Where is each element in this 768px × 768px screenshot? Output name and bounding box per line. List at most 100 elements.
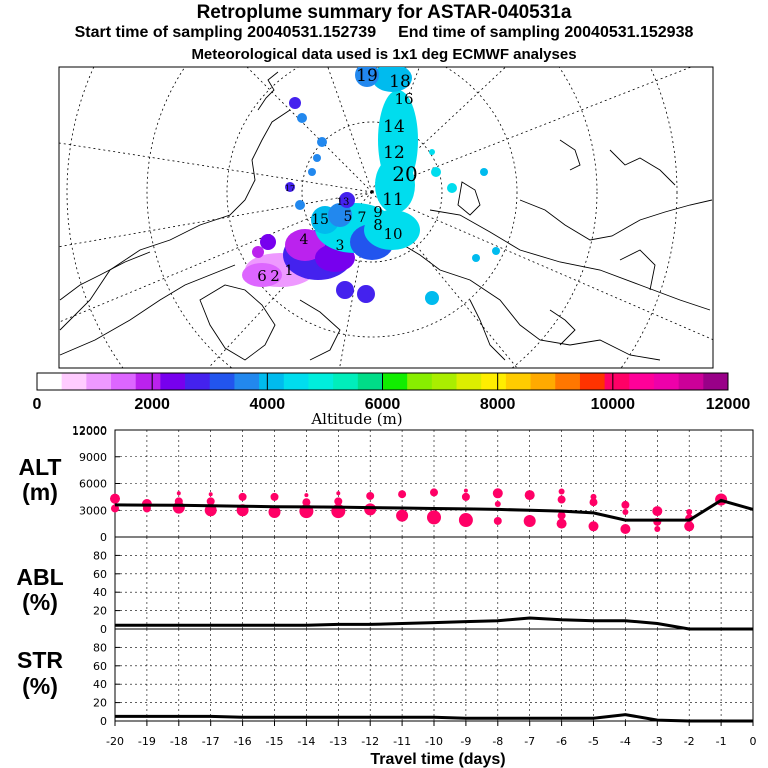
scatter-point bbox=[206, 497, 215, 506]
scatter-point bbox=[557, 511, 566, 520]
scatter-point bbox=[430, 488, 438, 497]
scatter-point bbox=[110, 493, 120, 504]
scatter-point bbox=[396, 509, 409, 522]
colorbar-swatch bbox=[111, 373, 137, 390]
alt-ylabel-line2: (m) bbox=[22, 479, 58, 505]
plume-marker bbox=[328, 203, 352, 227]
colorbar-swatch bbox=[185, 373, 211, 390]
str-yticks: 0 20 40 60 80 bbox=[93, 641, 120, 728]
marker-label: 19 bbox=[356, 66, 378, 86]
plume-marker bbox=[260, 234, 276, 250]
colorbar-swatch bbox=[703, 373, 729, 390]
scatter-point bbox=[461, 492, 470, 501]
x-axis-ticks: -20 -19 -18 -17 -16 -15 -14 -13 -12 -11 -10 -9 -8 -7-… bbox=[106, 721, 757, 748]
scatter-point bbox=[492, 488, 503, 499]
colorbar-swatch bbox=[86, 373, 112, 390]
x-tick-label: -1 bbox=[716, 735, 727, 748]
alt-ylabel-line1: ALT bbox=[18, 454, 61, 480]
x-tick-label: -18 bbox=[170, 735, 188, 748]
y-tick-label: 80 bbox=[93, 549, 107, 562]
plume-marker bbox=[308, 168, 316, 176]
plume-marker bbox=[357, 285, 375, 303]
x-tick-label: -8 bbox=[492, 735, 503, 748]
x-tick-label: -4 bbox=[620, 735, 631, 748]
y-tick-label: 3000 bbox=[79, 504, 107, 517]
colorbar-swatch bbox=[209, 373, 235, 390]
abl-ylabel-line2: (%) bbox=[22, 589, 58, 615]
marker-label: 9 bbox=[373, 203, 383, 221]
colorbar-tick-label: 0 bbox=[33, 396, 42, 413]
y-tick-label: 20 bbox=[93, 605, 107, 618]
y-tick-label: 6000 bbox=[79, 478, 107, 491]
colorbar-swatch bbox=[456, 373, 482, 390]
abl-panel: ABL (%) 0 20 40 60 80 bbox=[16, 536, 754, 636]
marker-label: 13 bbox=[337, 197, 350, 208]
x-tick-label: -12 bbox=[361, 735, 379, 748]
plume-marker bbox=[317, 137, 327, 147]
plume-marker bbox=[429, 149, 435, 155]
end-time-label: End time of sampling 20040531.152938 bbox=[398, 24, 694, 41]
marker-label: 7 bbox=[358, 210, 367, 226]
str-ylabel-line1: STR bbox=[17, 647, 63, 673]
start-time-label: Start time of sampling 20040531.152739 bbox=[74, 24, 377, 41]
plume-marker bbox=[447, 183, 457, 193]
y-tick-label: 12000 bbox=[72, 424, 107, 437]
colorbar-tick-label: 10000 bbox=[591, 396, 636, 413]
scatter-point bbox=[427, 510, 441, 525]
marker-labels: 19 18 16 14 12 20 11 10 9 8 7 6 5 4 3 2 … bbox=[257, 66, 418, 285]
colorbar: 0 2000 4000 6000 8000 10000 12000 Altitude (m) bbox=[33, 372, 750, 428]
y-tick-label: 40 bbox=[93, 678, 107, 691]
colorbar-swatch bbox=[135, 373, 161, 390]
abl-yticks: 0 20 40 60 80 bbox=[93, 549, 120, 636]
marker-label: 8 bbox=[373, 216, 383, 234]
colorbar-swatch bbox=[160, 373, 186, 390]
plume-marker bbox=[336, 281, 354, 299]
plume-marker bbox=[492, 247, 500, 255]
plume-marker bbox=[289, 97, 301, 109]
scatter-point bbox=[336, 491, 341, 496]
colorbar-swatch bbox=[308, 373, 334, 390]
scatter-point bbox=[620, 523, 631, 534]
colorbar-swatch bbox=[283, 373, 309, 390]
marker-label: 17 bbox=[285, 184, 295, 193]
x-tick-label: -5 bbox=[588, 735, 599, 748]
str-ylabel-line2: (%) bbox=[22, 673, 58, 699]
map-panel: 19 18 16 14 12 20 11 10 9 8 7 6 5 4 3 2 … bbox=[58, 66, 714, 369]
colorbar-tick-label: 4000 bbox=[250, 396, 286, 413]
marker-label: 5 bbox=[344, 209, 353, 225]
scatter-point bbox=[523, 514, 536, 527]
colorbar-swatch bbox=[333, 373, 359, 390]
y-tick-label: 40 bbox=[93, 586, 107, 599]
scatter-point bbox=[270, 492, 279, 501]
scatter-point bbox=[268, 506, 281, 519]
plume-marker bbox=[355, 67, 379, 87]
marker-label: 16 bbox=[394, 90, 413, 108]
plume-marker bbox=[480, 168, 488, 176]
marker-label: 10 bbox=[383, 225, 402, 243]
colorbar-tick-label: 6000 bbox=[365, 396, 401, 413]
colorbar-tick-label: 8000 bbox=[480, 396, 516, 413]
colorbar-swatch bbox=[357, 373, 383, 390]
colorbar-swatch bbox=[407, 373, 433, 390]
colorbar-title: Altitude (m) bbox=[310, 410, 402, 428]
colorbar-swatch bbox=[37, 373, 63, 390]
colorbar-swatch bbox=[629, 373, 655, 390]
x-tick-label: -13 bbox=[329, 735, 347, 748]
plume-marker bbox=[431, 167, 441, 177]
marker-label: 3 bbox=[336, 238, 345, 254]
x-tick-label: -16 bbox=[234, 735, 252, 748]
x-tick-label: -14 bbox=[297, 735, 315, 748]
scatter-point bbox=[493, 516, 502, 525]
plume-cluster bbox=[378, 90, 418, 190]
abl-grid bbox=[115, 537, 753, 629]
sampling-times: Start time of sampling 20040531.152739 En… bbox=[0, 24, 768, 42]
y-tick-label: 80 bbox=[93, 641, 107, 654]
colorbar-swatch bbox=[431, 373, 458, 390]
alt-line bbox=[114, 498, 754, 522]
scatter-point bbox=[208, 492, 213, 497]
abl-ylabel-line1: ABL bbox=[16, 564, 63, 590]
scatter-point bbox=[494, 501, 501, 508]
x-tick-label: 0 bbox=[750, 735, 757, 748]
